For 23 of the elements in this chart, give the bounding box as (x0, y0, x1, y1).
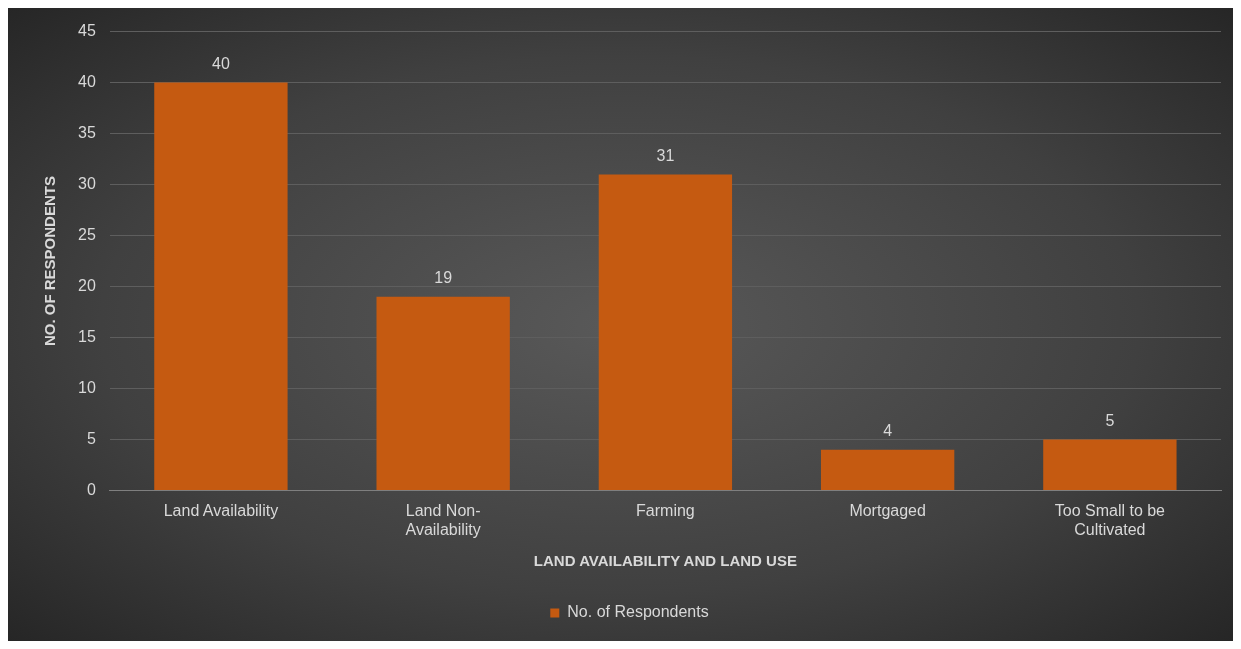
x-tick-label: Mortgaged (849, 501, 926, 519)
data-label: 31 (656, 146, 675, 164)
y-tick-label: 45 (78, 22, 96, 40)
data-label: 40 (212, 55, 230, 73)
data-label: 4 (883, 422, 893, 440)
y-tick-label: 20 (78, 277, 96, 295)
y-tick-label: 5 (86, 430, 96, 448)
x-tick-label: Farming (636, 501, 695, 519)
x-tick-label: Too Small to be Cultivated (1054, 501, 1166, 538)
y-tick-label: 15 (78, 328, 96, 346)
legend-label: No. of Respondents (567, 603, 709, 621)
y-tick-label: 10 (78, 379, 96, 397)
x-tick-label: Land Non-Availability (405, 501, 481, 538)
data-label: 19 (434, 269, 453, 287)
x-tick-label: Land Availability (163, 501, 279, 519)
data-label: 5 (1105, 412, 1115, 430)
y-tick-label: 30 (78, 175, 96, 193)
y-axis-title: NO. OF RESPONDENTS (41, 176, 59, 347)
y-tick-label: 40 (78, 73, 96, 91)
y-tick-label: 25 (78, 226, 96, 244)
y-tick-label: 0 (86, 481, 96, 499)
y-tick-label: 35 (78, 124, 96, 142)
x-axis-title: LAND AVAILABILITY AND LAND USE (533, 552, 797, 570)
